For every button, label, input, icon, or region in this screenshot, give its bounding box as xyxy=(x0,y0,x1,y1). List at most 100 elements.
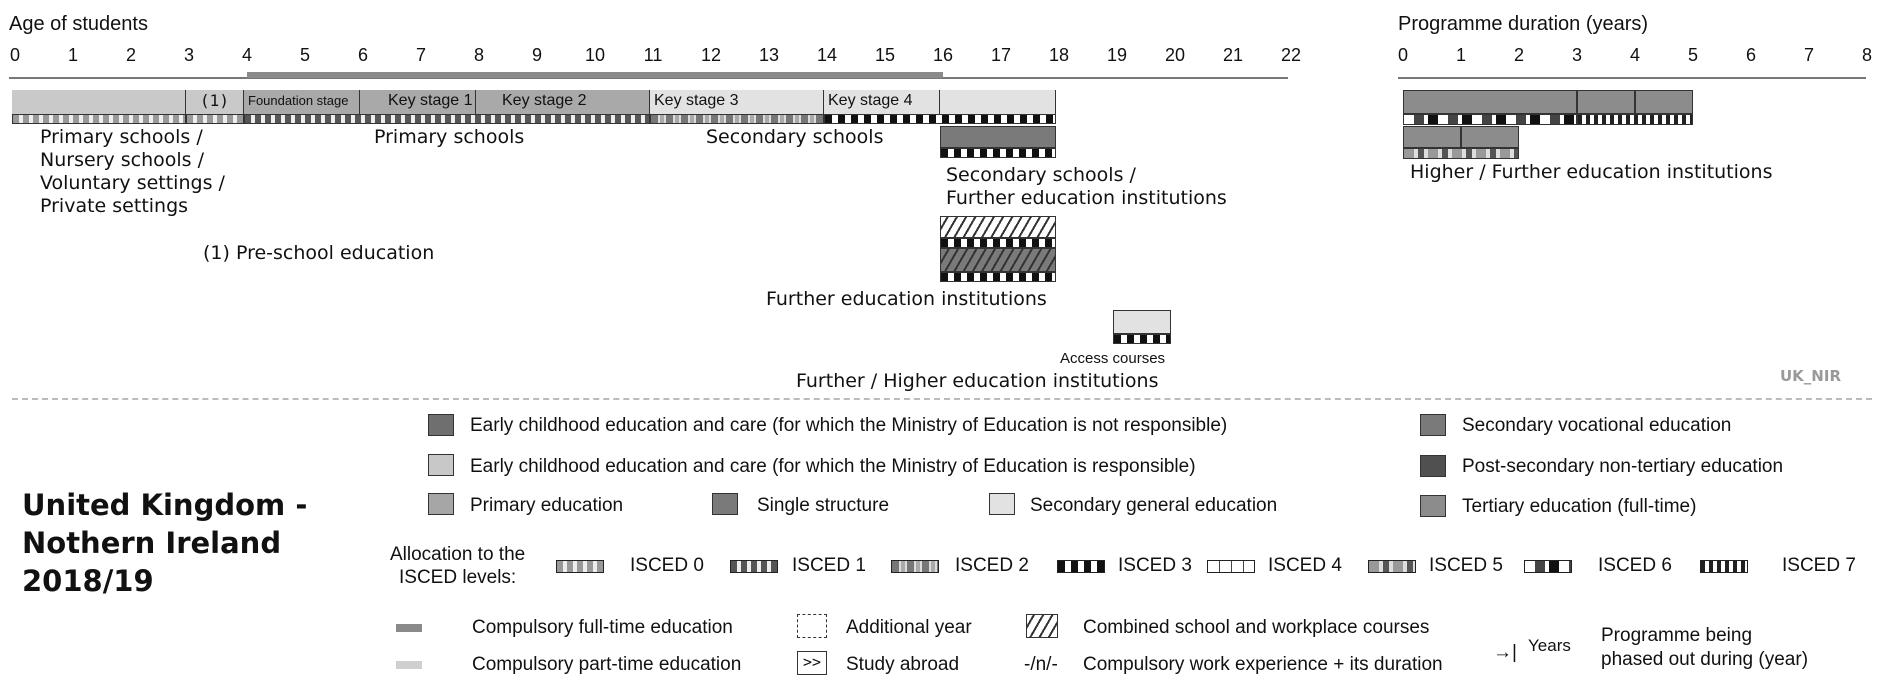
legend-phased-out: Programme being phased out during (year) xyxy=(1601,625,1809,670)
country-code: UK_NIR xyxy=(1780,367,1841,385)
legend-swatch-ecec-responsible xyxy=(428,454,454,476)
study-abroad-symbol: >> xyxy=(797,651,827,675)
legend-work-experience: Compulsory work experience + its duratio… xyxy=(1083,654,1443,675)
legend-secondary-vocational: Secondary vocational education xyxy=(1462,415,1732,436)
isced-1-swatch xyxy=(730,560,778,573)
legend-additional-year: Additional year xyxy=(846,617,972,638)
duration-tick-label: 5 xyxy=(1687,45,1698,65)
pre-school-note: (1) Pre-school education xyxy=(203,242,435,264)
duration-axis-line xyxy=(1398,77,1866,79)
duration-tick-label: 1 xyxy=(1455,45,1466,65)
legend-swatch-secondary-vocational xyxy=(1420,414,1446,436)
age-tick-label: 11 xyxy=(643,45,663,65)
legend-compulsory-full: Compulsory full-time education xyxy=(472,617,733,638)
further-higher-label: Further / Higher education institutions xyxy=(796,370,1159,392)
age-tick-label: 6 xyxy=(357,45,368,65)
isced-6-swatch xyxy=(1524,560,1572,573)
age-tick-label: 21 xyxy=(1222,45,1244,65)
compulsory-education-bar xyxy=(247,72,943,78)
age-tick-label: 22 xyxy=(1280,45,1302,65)
isced-7-label: ISCED 7 xyxy=(1782,555,1856,576)
age-tick-label: 14 xyxy=(816,45,838,65)
age-tick-label: 19 xyxy=(1106,45,1128,65)
legend-swatch-secondary-general xyxy=(989,493,1015,515)
primary-schools-label: Primary schools xyxy=(374,126,525,148)
legend-secondary-general: Secondary general education xyxy=(1030,495,1278,516)
duration-axis-title: Programme duration (years) xyxy=(1398,13,1649,35)
separator xyxy=(12,398,1872,400)
isced-6-label: ISCED 6 xyxy=(1598,555,1672,576)
combined-swatch xyxy=(1026,614,1058,638)
isced-0-swatch xyxy=(556,560,604,573)
key-stage-2-block: Key stage 2 xyxy=(476,90,650,114)
isced-3-label: ISCED 3 xyxy=(1118,555,1192,576)
age-tick-label: 18 xyxy=(1048,45,1070,65)
age-tick-label: 8 xyxy=(473,45,484,65)
legend-ecec-not-responsible: Early childhood education and care (for … xyxy=(470,415,1228,436)
access-courses-label: Access courses xyxy=(1060,350,1166,367)
age-tick-label: 0 xyxy=(9,45,20,65)
tertiary-bar-short xyxy=(1403,126,1519,160)
vocational-16-18-bar xyxy=(940,126,1056,160)
higher-further-label: Higher / Further education institutions xyxy=(1410,161,1773,183)
isced-1-label: ISCED 1 xyxy=(792,555,866,576)
legend-swatch-post-secondary xyxy=(1420,455,1446,477)
secondary-further-label: Secondary schools / Further education in… xyxy=(946,164,1227,209)
legend-post-secondary: Post-secondary non-tertiary education xyxy=(1462,456,1784,477)
isced-5-swatch xyxy=(1368,560,1416,573)
isced-0-label: ISCED 0 xyxy=(630,555,704,576)
pre-school-block: (1) xyxy=(186,90,244,114)
age-tick-label: 9 xyxy=(531,45,542,65)
legend-swatch-primary xyxy=(428,493,454,515)
key-stage-1-block: Key stage 1 xyxy=(360,90,476,114)
age-tick-label: 7 xyxy=(415,45,426,65)
compulsory-part-swatch xyxy=(396,661,422,669)
diagram-title: United Kingdom - Nothern Ireland 2018/19 xyxy=(22,488,308,598)
work-experience-symbol: -/n/- xyxy=(1024,654,1058,675)
duration-tick-label: 3 xyxy=(1571,45,1582,65)
early-settings-label: Primary schools / Nursery schools / Volu… xyxy=(40,126,225,217)
age-tick-label: 1 xyxy=(67,45,78,65)
foundation-stage-block: Foundation stage xyxy=(244,90,360,114)
age-axis-line xyxy=(9,77,1288,79)
allocation-label: Allocation to the ISCED levels: xyxy=(390,544,526,588)
years-arrow-icon: →| xyxy=(1493,642,1517,663)
isced-3-strip xyxy=(824,114,1056,124)
legend-combined: Combined school and workplace courses xyxy=(1083,617,1430,638)
legend-single-structure: Single structure xyxy=(757,495,890,516)
post-16-block xyxy=(940,90,1056,114)
legend-study-abroad: Study abroad xyxy=(846,654,960,675)
duration-tick-label: 6 xyxy=(1745,45,1756,65)
legend-primary: Primary education xyxy=(470,495,624,516)
age-tick-label: 10 xyxy=(584,45,606,65)
isced-0-strip-preschool xyxy=(186,114,244,124)
duration-tick-label: 4 xyxy=(1629,45,1640,65)
age-tick-label: 2 xyxy=(125,45,136,65)
legend-swatch-ecec-not-responsible xyxy=(428,414,454,436)
main-education-row: (1) Foundation stage Key stage 1 Key sta… xyxy=(12,90,1056,126)
isced-3-swatch xyxy=(1057,560,1105,573)
compulsory-full-swatch xyxy=(396,624,422,632)
duration-tick-label: 0 xyxy=(1397,45,1408,65)
duration-tick-label: 7 xyxy=(1803,45,1814,65)
age-axis-title: Age of students xyxy=(9,13,148,35)
age-tick-label: 15 xyxy=(874,45,896,65)
isced-2-label: ISCED 2 xyxy=(955,555,1029,576)
isced-7-swatch xyxy=(1700,560,1748,573)
legend-swatch-single-structure xyxy=(712,493,738,515)
age-tick-label: 5 xyxy=(299,45,310,65)
isced-4-swatch xyxy=(1207,560,1255,573)
legend-years: Years xyxy=(1528,636,1571,655)
isced-2-strip xyxy=(650,114,824,124)
access-courses-bar xyxy=(1113,310,1171,346)
age-tick-label: 17 xyxy=(990,45,1012,65)
isced-2-swatch xyxy=(891,560,939,573)
isced-4-label: ISCED 4 xyxy=(1268,555,1342,576)
age-tick-label: 13 xyxy=(758,45,780,65)
isced-1-strip xyxy=(244,114,650,124)
legend-ecec-responsible: Early childhood education and care (for … xyxy=(470,456,1196,477)
tertiary-bar-top xyxy=(1403,90,1693,126)
key-stage-4-block: Key stage 4 xyxy=(824,90,940,114)
duration-tick-label: 2 xyxy=(1513,45,1524,65)
isced-0-strip xyxy=(12,114,186,124)
